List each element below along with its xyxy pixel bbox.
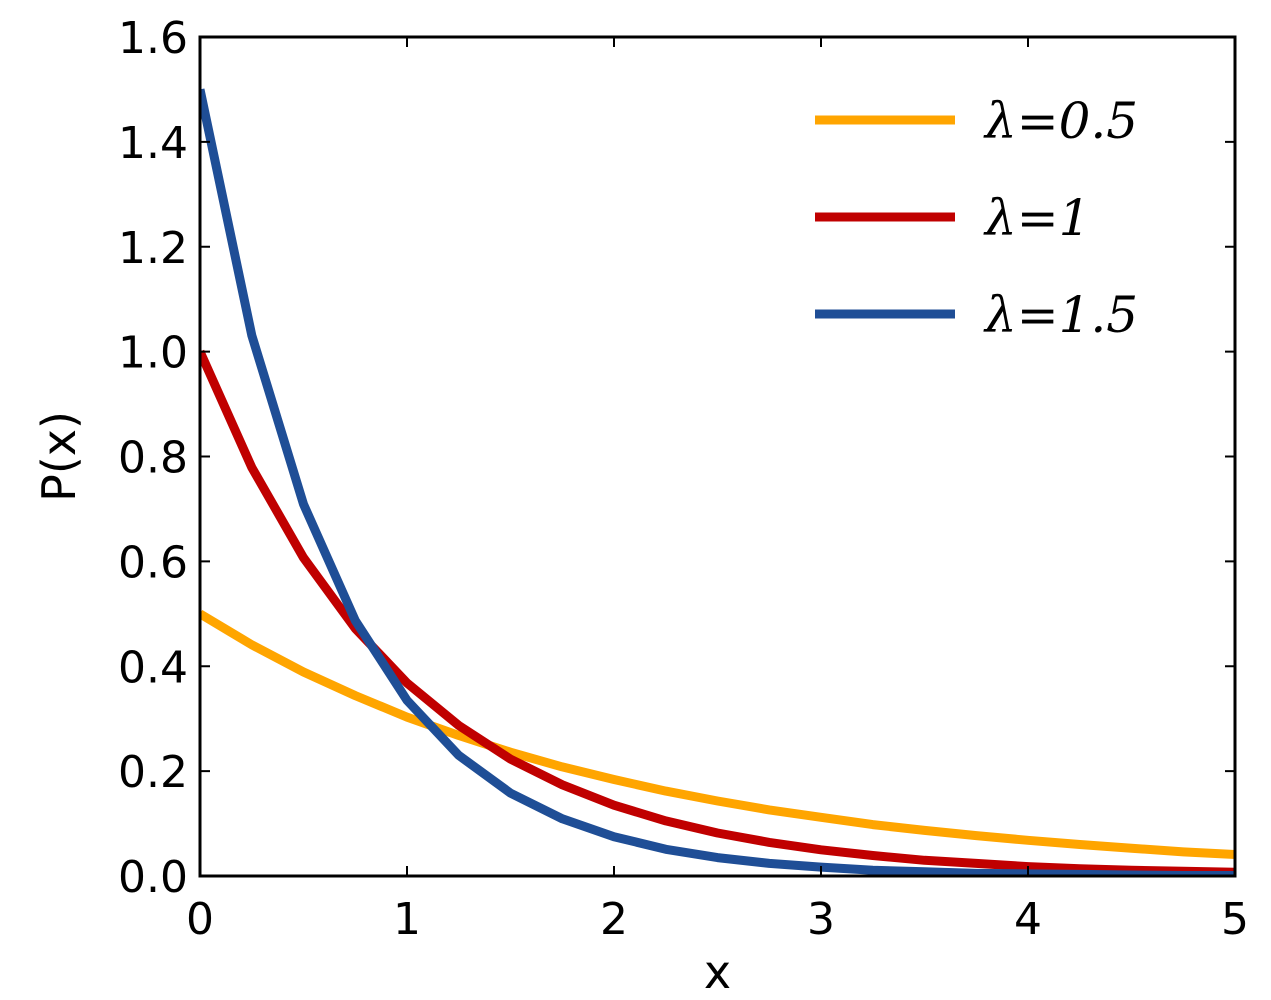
series-line-3 (200, 88, 1235, 876)
x-tick-label: 1 (393, 894, 421, 945)
y-tick-label: 1.6 (118, 13, 188, 64)
x-tick-label: 2 (600, 894, 628, 945)
y-tick-label: 0.8 (118, 433, 188, 484)
series-line-1 (200, 609, 1235, 859)
x-tick-label: 0 (186, 894, 214, 945)
y-tick-label: 1.4 (118, 118, 188, 169)
tick-labels-layer: 0 1 2 3 4 5 0.0 0.2 0.4 0.6 0.8 1.0 1.2 1.4 1.6 (118, 13, 1249, 945)
x-axis-label: x (704, 945, 731, 999)
y-tick-label: 1.2 (118, 223, 188, 274)
y-tick-label: 0.6 (118, 537, 188, 588)
y-tick-label: 0.0 (118, 852, 188, 903)
x-tick-label: 5 (1221, 894, 1249, 945)
x-tick-label: 3 (807, 894, 835, 945)
y-tick-label: 0.4 (118, 642, 188, 693)
ticks-layer (199, 36, 1236, 877)
legend-label-3: λ=1.5 (983, 286, 1138, 344)
y-axis-label: P(x) (32, 411, 86, 502)
legend-label-2: λ=1 (983, 189, 1090, 247)
y-tick-label: 0.2 (118, 747, 188, 798)
y-tick-label: 1.0 (118, 328, 188, 379)
legend-label-1: λ=0.5 (983, 92, 1138, 150)
legend: λ=0.5 λ=1 λ=1.5 (815, 92, 1138, 344)
series-layer (200, 88, 1235, 876)
x-tick-label: 4 (1014, 894, 1042, 945)
